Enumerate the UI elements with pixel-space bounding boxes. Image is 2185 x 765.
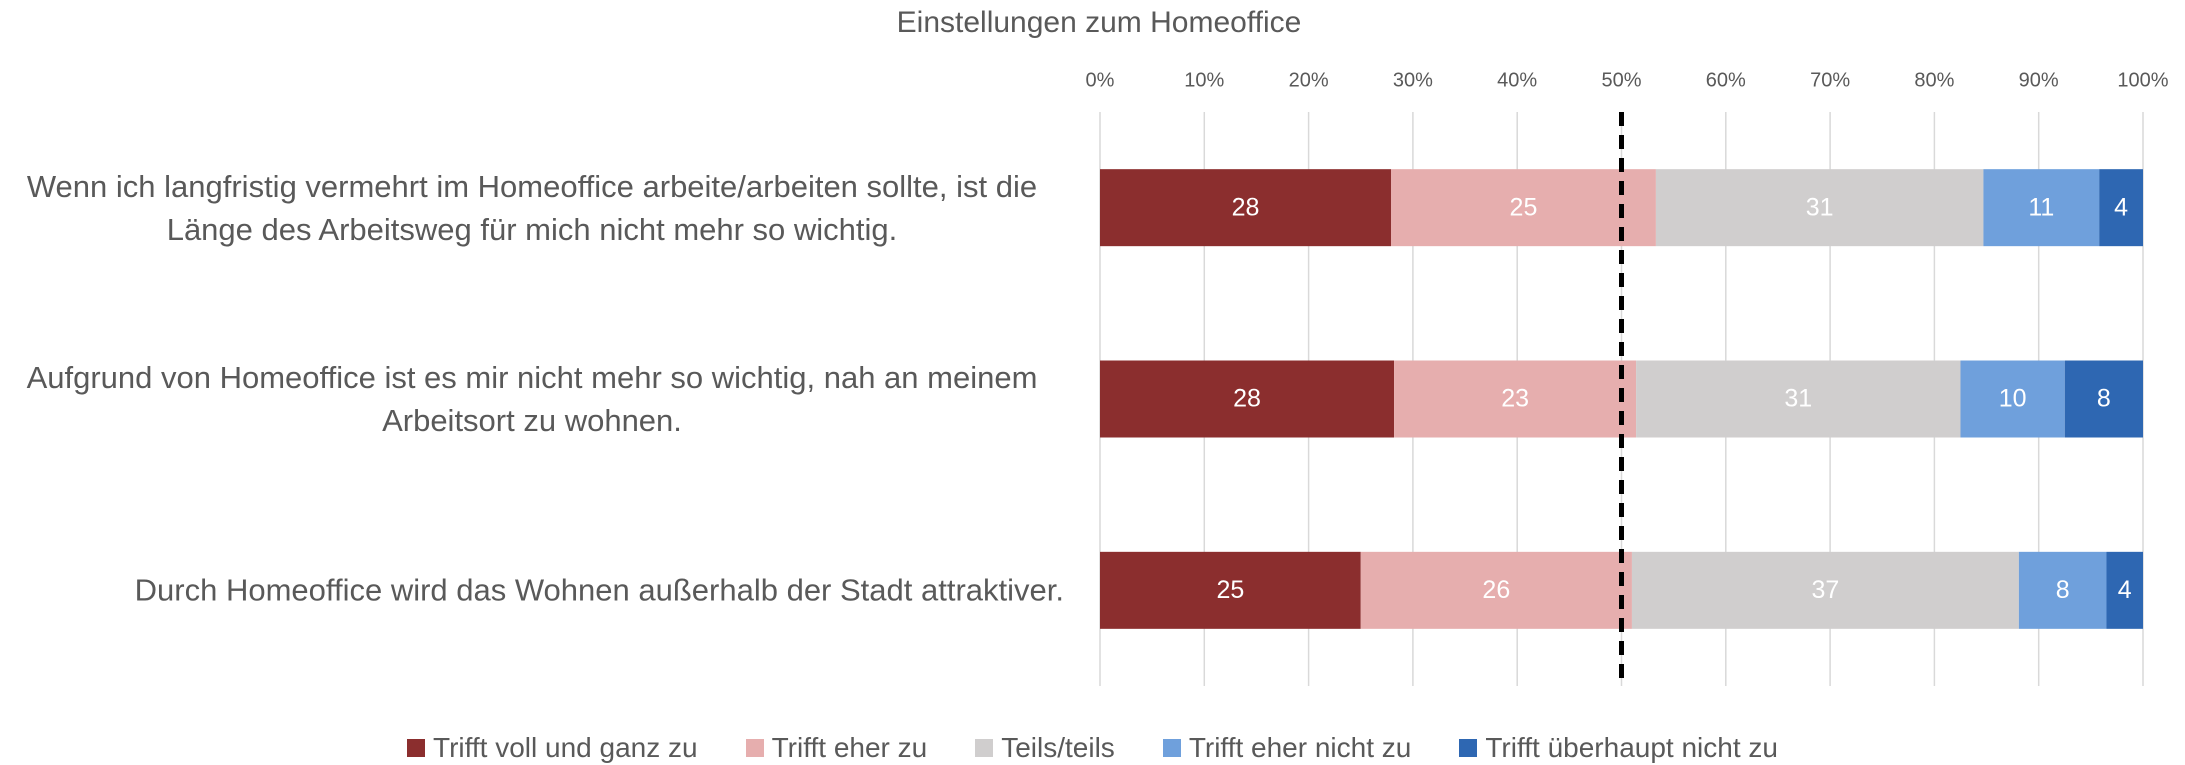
- x-tick-label: 80%: [1914, 69, 1954, 91]
- bar-segment: [1390, 169, 1656, 247]
- bar-segment: [1631, 551, 2019, 629]
- legend-label: Trifft eher zu: [771, 732, 928, 763]
- legend-item: Trifft voll und ganz zu: [407, 732, 698, 764]
- category-label: Durch Homeoffice wird das Wohnen außerha…: [134, 572, 1064, 608]
- chart-title: Einstellungen zum Homeoffice: [897, 6, 1302, 39]
- bar-segment: [2099, 169, 2143, 247]
- data-label: 11: [2028, 193, 2054, 221]
- bar-segment: [1100, 360, 1395, 438]
- legend-label: Teils/teils: [1001, 732, 1115, 763]
- bar-segment: [1360, 551, 1632, 629]
- data-label: 25: [1510, 193, 1538, 221]
- category-label-box: Aufgrund von Homeoffice ist es mir nicht…: [0, 356, 1064, 442]
- data-label: 10: [1999, 385, 2027, 413]
- legend-swatch: [1162, 739, 1181, 757]
- legend-item: Trifft eher nicht zu: [1162, 732, 1412, 764]
- bar-segment: [1100, 169, 1391, 247]
- legend-label: Trifft voll und ganz zu: [433, 732, 698, 763]
- legend-swatch: [975, 739, 994, 757]
- category-label: Aufgrund von Homeoffice ist es mir nicht…: [26, 360, 1038, 438]
- x-tick-label: 60%: [1706, 69, 1746, 91]
- legend-swatch: [1459, 739, 1478, 757]
- bar-segment: [1655, 169, 1984, 247]
- data-label: 31: [1806, 193, 1834, 221]
- x-tick-label: 100%: [2117, 69, 2168, 91]
- x-tick-label: 0%: [1086, 69, 1115, 91]
- legend-item: Trifft eher zu: [745, 732, 928, 764]
- data-label: 8: [2056, 576, 2070, 604]
- bar-segment: [1100, 551, 1361, 629]
- category-label-box: Wenn ich langfristig vermehrt im Homeoff…: [0, 165, 1064, 251]
- data-label: 28: [1233, 385, 1261, 413]
- legend-swatch: [745, 739, 764, 757]
- bar-segment: [1636, 360, 1961, 438]
- bar-segment: [1394, 360, 1637, 438]
- data-label: 4: [2114, 193, 2128, 221]
- x-tick-label: 70%: [1810, 69, 1850, 91]
- data-label: 23: [1501, 385, 1529, 413]
- data-label: 4: [2118, 576, 2132, 604]
- legend-label: Trifft eher nicht zu: [1188, 732, 1412, 763]
- x-tick-label: 20%: [1289, 69, 1329, 91]
- category-label-box: Durch Homeoffice wird das Wohnen außerha…: [135, 569, 1064, 612]
- x-tick-label: 90%: [2019, 69, 2059, 91]
- legend-item: Teils/teils: [975, 732, 1115, 764]
- bar-segment: [1960, 360, 2065, 438]
- bar-segment: [2106, 551, 2143, 629]
- legend-label: Trifft überhaupt nicht zu: [1485, 732, 1778, 763]
- x-tick-label: 10%: [1184, 69, 1224, 91]
- legend: Trifft voll und ganz zu Trifft eher zu Tei…: [0, 732, 2185, 764]
- x-tick-label: 30%: [1393, 69, 1433, 91]
- data-label: 26: [1482, 576, 1510, 604]
- category-label: Wenn ich langfristig vermehrt im Homeoff…: [26, 168, 1038, 247]
- legend-swatch: [407, 739, 426, 757]
- data-label: 25: [1216, 576, 1244, 604]
- bar-segment: [2018, 551, 2107, 629]
- data-label: 37: [1812, 576, 1840, 604]
- x-tick-label: 40%: [1497, 69, 1537, 91]
- data-label: 28: [1232, 193, 1260, 221]
- bar-segment: [1983, 169, 2100, 247]
- x-tick-label: 50%: [1601, 69, 1641, 91]
- bar-segment: [2064, 360, 2143, 438]
- data-label: 8: [2097, 385, 2111, 413]
- data-label: 31: [1784, 385, 1812, 413]
- legend-item: Trifft überhaupt nicht zu: [1459, 732, 1778, 764]
